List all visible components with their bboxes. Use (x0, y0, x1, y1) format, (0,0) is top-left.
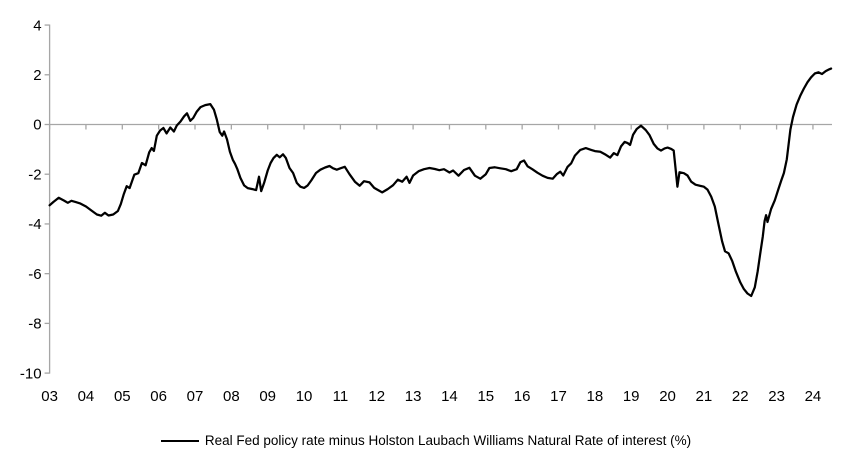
series-line (48, 67, 833, 298)
y-tick-label: -2 (28, 166, 41, 183)
x-tick-label: 16 (514, 388, 531, 405)
x-tick-label: 15 (477, 388, 494, 405)
x-tick-label: 05 (114, 388, 131, 405)
x-tick-label: 12 (368, 388, 385, 405)
x-tick-label: 08 (223, 388, 240, 405)
axes (44, 24, 832, 374)
x-tick-label: 09 (259, 388, 276, 405)
y-tick-label: 2 (33, 67, 41, 84)
legend-label: Real Fed policy rate minus Holston Lauba… (204, 433, 692, 448)
x-tick-label: 18 (587, 388, 604, 405)
x-tick-label: 24 (805, 388, 822, 405)
x-tick-label: 13 (405, 388, 422, 405)
x-tick-label: 03 (41, 388, 58, 405)
y-tick-label: 0 (33, 117, 41, 134)
x-tick-label: 22 (732, 388, 749, 405)
y-tick-label: -4 (28, 216, 41, 233)
y-tick-label: -6 (28, 266, 41, 283)
x-tick-label: 11 (333, 388, 349, 405)
x-tick-label: 06 (150, 388, 167, 405)
x-tick-label: 17 (550, 388, 567, 405)
x-tick-label: 14 (441, 388, 458, 405)
x-tick-label: 19 (623, 388, 640, 405)
x-tick-label: 07 (187, 388, 204, 405)
legend-line-sample (160, 439, 199, 442)
y-tick-label: 4 (33, 17, 41, 34)
x-tick-label: 23 (768, 388, 785, 405)
series-lines (48, 67, 833, 298)
x-tick-label: 04 (78, 388, 95, 405)
legend: Real Fed policy rate minus Holston Lauba… (0, 433, 852, 448)
x-tick-label: 21 (696, 388, 713, 405)
y-tick-label: -8 (28, 316, 41, 333)
y-tick-label: -10 (20, 365, 42, 382)
x-tick-label: 20 (659, 388, 676, 405)
x-tick-label: 10 (296, 388, 313, 405)
